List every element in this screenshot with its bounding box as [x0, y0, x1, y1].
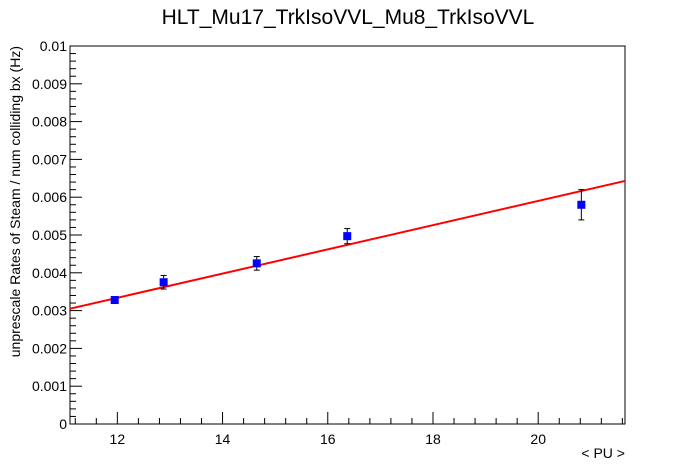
y-tick-label: 0.009 [32, 76, 67, 92]
y-tick-label: 0.003 [32, 303, 67, 319]
x-tick-label: 18 [425, 431, 441, 447]
y-tick-label: 0.01 [40, 38, 67, 54]
chart-title: HLT_Mu17_TrkIsoVVL_Mu8_TrkIsoVVL [162, 6, 535, 29]
y-axis-label: unprescale Rates of Steam / num collidin… [7, 46, 23, 357]
x-tick-label: 12 [110, 431, 126, 447]
data-point [343, 232, 352, 241]
data-point [110, 296, 119, 305]
y-tick-label: 0.001 [32, 378, 67, 394]
data-point [159, 278, 168, 287]
y-axis: 0 0.001 0.002 0.003 0.004 0.005 0.006 0.007 0.00… [32, 38, 82, 432]
data-points [110, 189, 586, 305]
y-tick-label: 0.008 [32, 114, 67, 130]
x-axis-label: < PU > [581, 445, 625, 461]
y-tick-label: 0.005 [32, 227, 67, 243]
y-tick-label: 0.004 [32, 265, 67, 281]
x-axis: 12 14 16 18 20 [74, 412, 623, 447]
x-tick-label: 16 [320, 431, 336, 447]
y-tick-label: 0.007 [32, 151, 67, 167]
y-tick-label: 0 [59, 416, 67, 432]
fit-line [69, 179, 626, 310]
y-tick-label: 0.002 [32, 340, 67, 356]
x-tick-label: 20 [530, 431, 546, 447]
x-tick-label: 14 [215, 431, 231, 447]
data-point [577, 200, 586, 209]
y-tick-label: 0.006 [32, 189, 67, 205]
data-point [252, 259, 261, 268]
